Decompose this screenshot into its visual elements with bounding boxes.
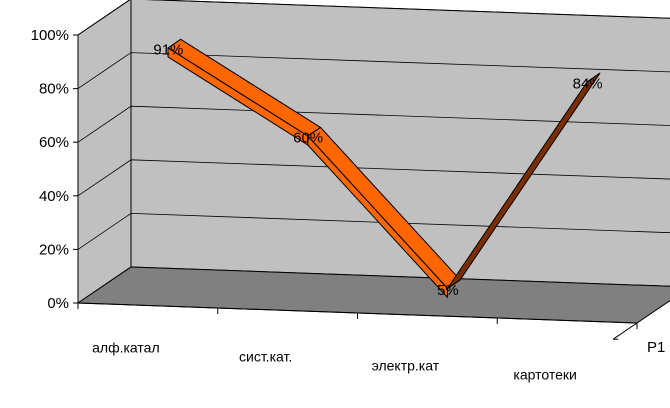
- y-tick-label: 20%: [39, 241, 69, 258]
- x-category-label: алф.катал: [92, 340, 159, 356]
- y-tick-label: 100%: [31, 27, 69, 44]
- x-category-label: картотеки: [513, 367, 576, 383]
- depth-axis-line: [612, 322, 638, 340]
- gridline: [77, 159, 670, 197]
- gridline: [77, 105, 670, 143]
- y-tick-label: 0%: [47, 295, 69, 312]
- chart-text: 0% 20% 40% 60% 80% 100% алф.катал сист.кат. элек…: [31, 27, 666, 383]
- gridline: [77, 52, 670, 89]
- axes: [73, 34, 638, 340]
- x-category-label: электр.кат: [372, 358, 440, 374]
- y-tick-label: 40%: [39, 188, 69, 205]
- chart-walls: [76, 0, 670, 324]
- side-wall: [77, 0, 132, 304]
- x-category-label: сист.кат.: [239, 349, 292, 365]
- data-label: 84%: [573, 75, 603, 92]
- data-label: 5%: [437, 282, 459, 299]
- ribbon-face: [307, 135, 448, 298]
- data-label: 60%: [293, 130, 323, 147]
- y-tick-label: 80%: [39, 81, 69, 98]
- ribbon-segment: [447, 72, 601, 289]
- data-label: 91%: [153, 42, 183, 59]
- gridline: [77, 212, 670, 250]
- gridline: [77, 0, 670, 36]
- y-tick-label: 60%: [39, 134, 69, 151]
- series-ribbon: [167, 38, 601, 298]
- gridlines: [77, 0, 670, 250]
- series-axis-label: Р1: [647, 339, 665, 356]
